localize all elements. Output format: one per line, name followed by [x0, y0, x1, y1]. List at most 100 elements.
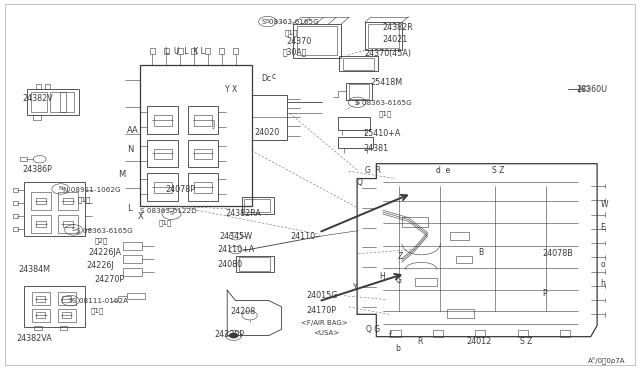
Bar — [346, 83, 372, 100]
Bar — [390, 330, 401, 337]
Bar — [24, 286, 85, 327]
Bar — [239, 257, 270, 271]
Text: Y: Y — [353, 283, 358, 292]
Text: Q G: Q G — [366, 325, 380, 334]
Bar — [36, 84, 41, 89]
Bar — [447, 309, 474, 318]
Bar — [58, 192, 78, 210]
Text: B: B — [479, 248, 484, 257]
Text: 24078B: 24078B — [543, 249, 573, 258]
Text: Y X: Y X — [225, 85, 237, 94]
Text: 24078P: 24078P — [165, 185, 195, 194]
Text: G: G — [396, 276, 401, 285]
Text: 24370(45A): 24370(45A) — [365, 49, 412, 58]
Text: 24208: 24208 — [230, 307, 255, 316]
Text: 24012: 24012 — [466, 337, 491, 346]
Text: （1）: （1） — [285, 29, 298, 36]
Bar — [60, 92, 74, 112]
Text: S 08363-6165G: S 08363-6165G — [76, 228, 132, 234]
Bar — [177, 48, 182, 54]
Text: 24270P: 24270P — [95, 275, 125, 284]
Bar — [433, 330, 443, 337]
Bar — [63, 221, 73, 227]
Text: （1）: （1） — [78, 197, 92, 203]
Text: S: S — [170, 211, 173, 217]
Text: 24226J: 24226J — [86, 262, 114, 270]
Bar — [154, 115, 172, 126]
Bar — [31, 92, 47, 112]
Bar — [205, 48, 211, 54]
Bar — [476, 330, 486, 337]
Text: f: f — [389, 331, 392, 340]
Bar — [60, 326, 67, 330]
Text: b: b — [396, 344, 401, 353]
Bar — [33, 115, 41, 120]
Bar — [194, 182, 212, 193]
Text: H: H — [379, 272, 385, 280]
Bar — [233, 48, 238, 54]
Bar — [150, 48, 155, 54]
Bar — [188, 173, 218, 201]
Text: 24382R: 24382R — [383, 23, 413, 32]
Text: 25410+A: 25410+A — [364, 129, 401, 138]
Text: X: X — [138, 212, 143, 221]
Text: 24345W: 24345W — [219, 232, 252, 241]
Text: S Z: S Z — [520, 337, 532, 346]
Text: S: S — [72, 227, 76, 232]
Text: 24382RA: 24382RA — [225, 209, 261, 218]
Bar — [154, 149, 172, 159]
Text: S: S — [266, 19, 269, 24]
Bar — [31, 215, 51, 232]
Text: Dc: Dc — [261, 74, 271, 83]
Text: G  R: G R — [365, 166, 381, 175]
Bar — [242, 197, 274, 214]
Bar — [338, 137, 373, 148]
Text: S 08363-6122D: S 08363-6122D — [140, 208, 196, 214]
Bar — [36, 198, 46, 204]
Bar — [252, 95, 287, 140]
Text: <USA>: <USA> — [314, 330, 340, 336]
Bar — [13, 227, 18, 231]
Text: S: S — [68, 298, 72, 303]
Text: 24170P: 24170P — [306, 306, 336, 315]
Text: Q: Q — [357, 178, 363, 187]
Text: 24382V: 24382V — [22, 94, 53, 103]
Bar — [13, 188, 18, 192]
Bar — [62, 312, 71, 318]
Text: P: P — [543, 289, 547, 298]
Bar — [20, 157, 27, 161]
Text: N: N — [127, 145, 133, 154]
Text: 28360U: 28360U — [576, 85, 607, 94]
Text: 24381: 24381 — [364, 144, 388, 153]
Text: （2）: （2） — [95, 238, 108, 244]
Text: 24020: 24020 — [255, 128, 280, 137]
Text: M: M — [118, 170, 125, 179]
Bar — [194, 115, 212, 126]
Bar — [127, 293, 145, 299]
Bar — [27, 89, 79, 115]
Bar — [31, 192, 51, 210]
Bar — [58, 215, 78, 232]
Text: E: E — [600, 223, 605, 232]
Bar — [188, 140, 218, 167]
Text: Z: Z — [398, 252, 403, 261]
Bar — [13, 201, 18, 205]
Text: 24080: 24080 — [218, 260, 243, 269]
Text: S Z: S Z — [492, 166, 504, 175]
Bar — [140, 65, 252, 206]
Text: 24382VA: 24382VA — [16, 334, 52, 343]
Text: d  e: d e — [436, 166, 451, 175]
Text: N 08911-1062G: N 08911-1062G — [63, 187, 120, 193]
Bar — [297, 26, 337, 55]
Bar — [147, 140, 178, 167]
Text: （1）: （1） — [379, 110, 392, 117]
Bar — [24, 182, 85, 236]
Text: （1）: （1） — [159, 219, 172, 226]
Text: W: W — [600, 200, 608, 209]
Bar — [147, 106, 178, 134]
Bar — [365, 22, 402, 50]
Text: 24021: 24021 — [383, 35, 408, 44]
Bar — [188, 106, 218, 134]
Text: 24384M: 24384M — [18, 265, 50, 274]
Bar — [123, 242, 142, 250]
